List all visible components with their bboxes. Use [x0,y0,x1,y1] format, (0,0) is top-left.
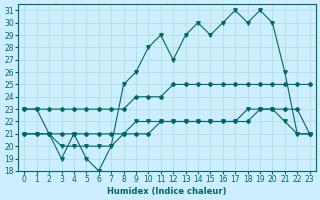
X-axis label: Humidex (Indice chaleur): Humidex (Indice chaleur) [107,187,227,196]
